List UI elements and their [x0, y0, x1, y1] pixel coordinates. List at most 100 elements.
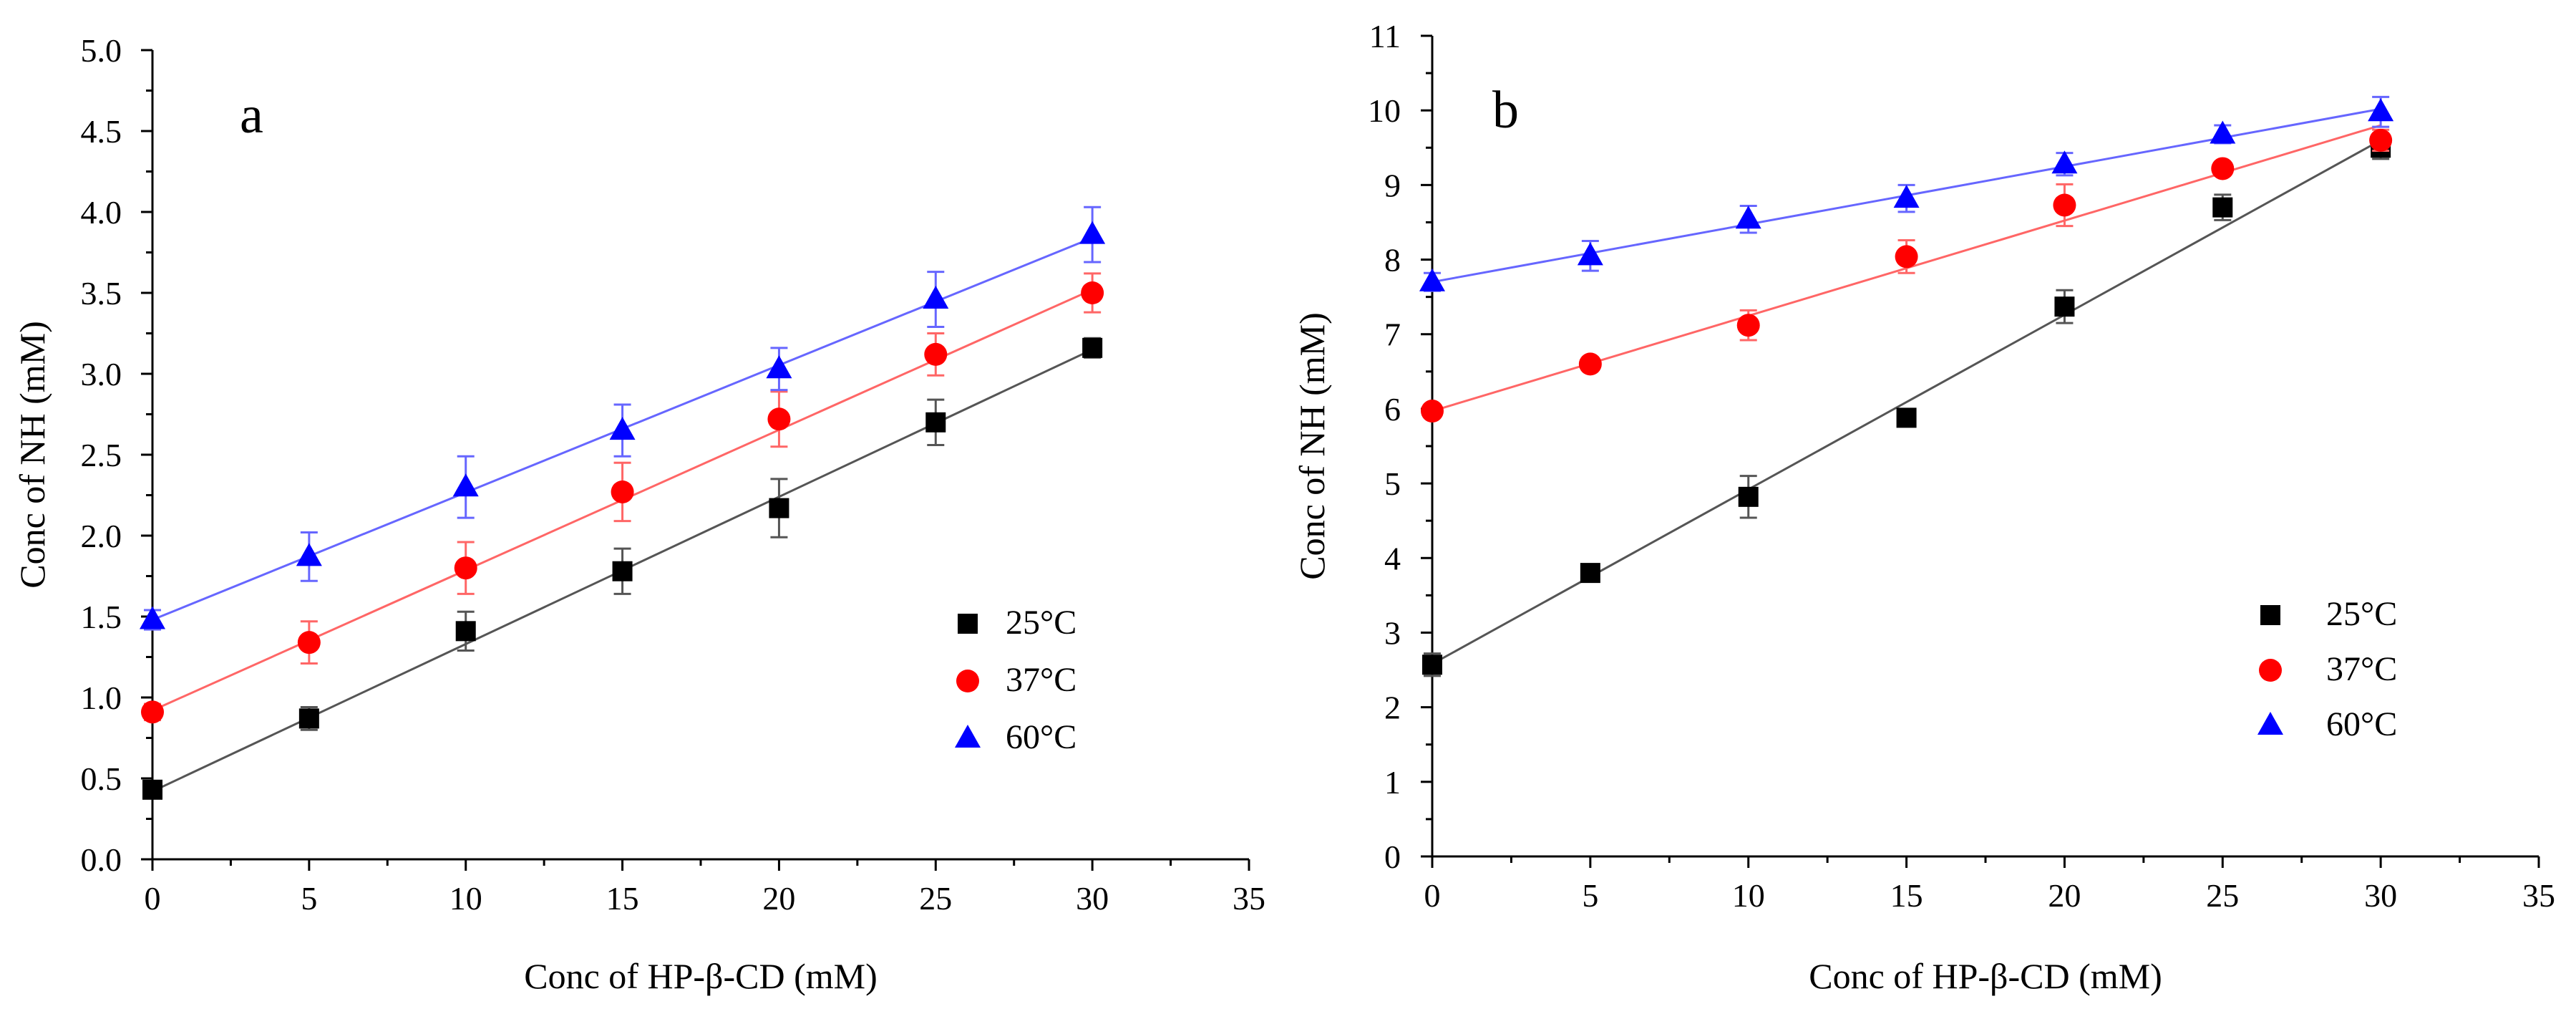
y-tick-label: 4.5: [81, 113, 122, 150]
data-point: [1580, 563, 1600, 584]
data-point: [2210, 120, 2236, 144]
legend-marker: [2257, 712, 2283, 735]
x-tick-label: 5: [301, 880, 317, 917]
data-point: [296, 543, 322, 566]
data-point: [2211, 157, 2235, 180]
y-tick-label: 5: [1384, 465, 1401, 502]
legend-marker: [956, 670, 979, 692]
y-tick-label: 3.5: [81, 275, 122, 311]
data-point: [766, 355, 792, 379]
y-tick-label: 8: [1384, 242, 1401, 279]
data-point: [2369, 128, 2393, 152]
data-point: [1893, 185, 1920, 208]
data-point: [611, 480, 634, 503]
x-tick-label: 15: [1890, 877, 1923, 914]
x-tick-label: 35: [2522, 877, 2555, 914]
data-point: [1079, 221, 1106, 244]
data-point: [140, 606, 165, 629]
data-point: [455, 621, 476, 642]
data-point: [1081, 281, 1104, 304]
y-axis-title: Conc of NH (mM): [12, 321, 52, 589]
x-tick-label: 35: [1233, 880, 1265, 917]
x-axis-title: Conc of HP-β-CD (mM): [1809, 956, 2162, 996]
data-point: [141, 700, 164, 724]
x-tick-label: 30: [2364, 877, 2397, 914]
x-tick-label: 0: [145, 880, 161, 917]
y-axis-title: Conc of NH (mM): [1292, 312, 1332, 580]
x-tick-label: 15: [606, 880, 639, 917]
data-point: [767, 407, 791, 431]
y-tick-label: 4: [1384, 540, 1401, 576]
panel-a: 0 5 10 15 20 25 30 35 0.0 0.5 1.0 1.5 2.0 2.5 3.0 3.5 4.…: [12, 32, 1265, 996]
data-point: [925, 412, 946, 433]
y-tick-label: 1: [1384, 764, 1401, 801]
data-point: [1422, 655, 1442, 675]
y-tick-label: 0.0: [81, 841, 122, 878]
x-tick-label: 30: [1076, 880, 1109, 917]
data-point: [452, 473, 479, 497]
data-point: [1419, 268, 1445, 291]
panel-b: 0 5 10 15 20 25 30 35 0 1 2 3 4 5 6 7 8 9 10 11 Conc of HP-β…: [1292, 18, 2555, 996]
y-tick-label: 3: [1384, 614, 1401, 651]
x-tick-label: 5: [1582, 877, 1598, 914]
y-tick-label: 9: [1384, 167, 1401, 203]
data-point: [769, 498, 789, 518]
data-point: [142, 779, 162, 800]
y-tick-label: 7: [1384, 317, 1401, 353]
x-tick-label: 25: [2206, 877, 2239, 914]
legend-label: 37°C: [2326, 650, 2397, 688]
legend-marker: [2260, 605, 2280, 625]
panel-label: a: [240, 86, 263, 145]
legend-marker: [955, 725, 981, 748]
y-tick-label: 11: [1369, 18, 1401, 54]
legend-label: 37°C: [1006, 661, 1076, 699]
data-point: [1578, 352, 1602, 376]
data-point: [1577, 242, 1603, 266]
x-tick-label: 0: [1424, 877, 1441, 914]
data-point: [2368, 98, 2394, 122]
data-point: [1735, 206, 1761, 229]
x-tick-label: 10: [1732, 877, 1765, 914]
y-tick-label: 3.0: [81, 356, 122, 392]
data-point: [298, 708, 319, 729]
data-point: [923, 286, 949, 309]
data-point: [1738, 486, 1759, 507]
legend-marker: [2259, 659, 2282, 682]
legend-label: 25°C: [1006, 604, 1076, 642]
data-point: [1895, 245, 1918, 269]
y-tick-label: 2.5: [81, 437, 122, 473]
y-tick-label: 6: [1384, 391, 1401, 428]
y-tick-label: 5.0: [81, 32, 122, 69]
y-tick-label: 2: [1384, 690, 1401, 726]
legend-label: 60°C: [2326, 705, 2397, 743]
legend-label: 60°C: [1006, 718, 1076, 756]
x-tick-label: 20: [2048, 877, 2081, 914]
x-tick-label: 25: [919, 880, 952, 917]
data-point: [1896, 407, 1917, 428]
data-point: [1421, 400, 1444, 423]
legend-marker: [958, 614, 978, 634]
data-point: [2051, 150, 2078, 174]
data-point: [297, 631, 321, 655]
legend-label: 25°C: [2326, 595, 2397, 633]
panel-label: b: [1492, 81, 1519, 140]
y-tick-label: 10: [1368, 92, 1401, 129]
data-point: [454, 556, 477, 580]
data-point: [609, 417, 636, 440]
data-point: [924, 342, 948, 366]
data-point: [2054, 296, 2075, 317]
y-tick-label: 2.0: [81, 518, 122, 554]
y-tick-label: 1.5: [81, 599, 122, 635]
data-point: [2212, 197, 2233, 218]
fit-line: [1432, 139, 2381, 665]
x-tick-label: 20: [762, 880, 795, 917]
y-tick-label: 4.0: [81, 194, 122, 231]
y-tick-label: 1.0: [81, 680, 122, 716]
y-tick-label: 0: [1384, 839, 1401, 875]
data-point: [1082, 337, 1103, 358]
y-tick-label: 0.5: [81, 760, 122, 797]
data-point: [2053, 193, 2076, 217]
data-point: [1736, 314, 1760, 337]
x-axis-title: Conc of HP-β-CD (mM): [524, 956, 877, 996]
